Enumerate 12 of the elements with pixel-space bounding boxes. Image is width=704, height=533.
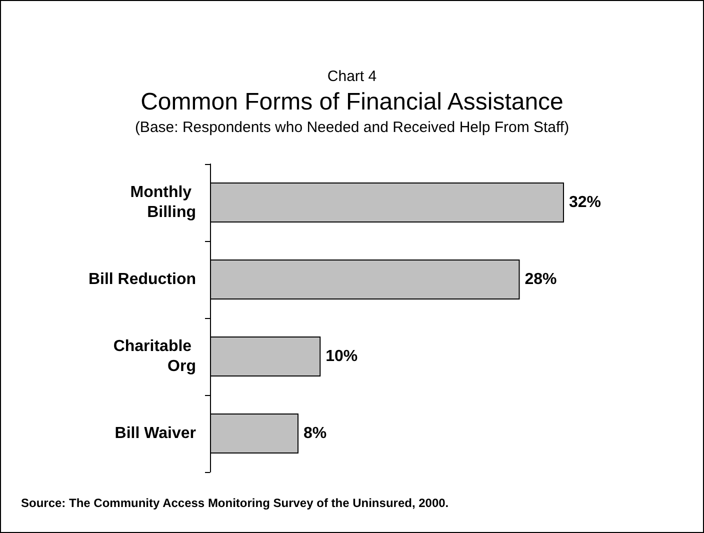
data-label: 8% xyxy=(304,425,327,442)
y-tick-label: Monthly Billing xyxy=(130,184,196,221)
y-tick-label: Charitable Org xyxy=(113,338,196,375)
source-note: Source: The Community Access Monitoring Survey of the Uninsured, 2000. xyxy=(21,496,449,510)
y-tick-label: Bill Waiver xyxy=(114,425,196,442)
caption: Chart 4 xyxy=(327,68,377,85)
y-tick-label: Bill Reduction xyxy=(88,271,196,288)
data-label: 32% xyxy=(569,194,602,211)
data-label: 10% xyxy=(326,348,358,365)
chart-subtitle: (Base: Respondents who Needed and Received Help From Staff) xyxy=(134,119,570,136)
chart-title: Common Forms of Financial Assistance xyxy=(140,88,564,116)
data-label: 28% xyxy=(524,271,557,288)
